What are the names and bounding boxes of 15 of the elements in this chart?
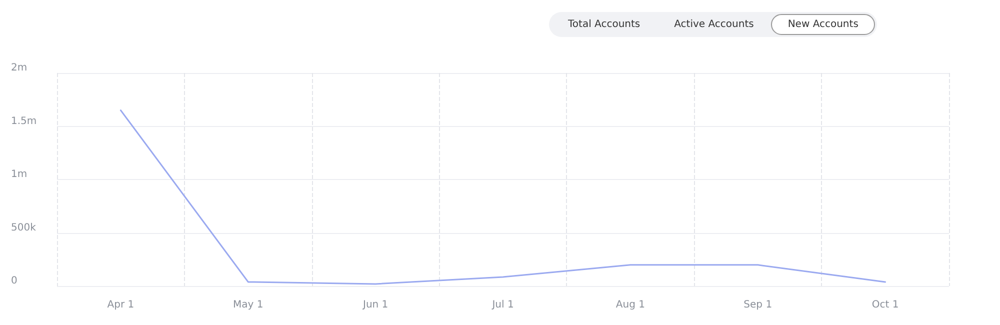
- text: Active Accounts: [673, 18, 755, 32]
- y-tick-label: 0: [11, 276, 18, 286]
- x-tick-label: Jun 1: [362, 300, 388, 310]
- x-tick-label: Sep 1: [744, 300, 772, 310]
- x-tick-label: Oct 1: [872, 300, 899, 310]
- text: New Accounts: [770, 14, 876, 35]
- y-tick-label: 500k: [11, 222, 36, 234]
- y-tick-label: 1m: [11, 169, 28, 180]
- x-tick-label: Jul 1: [491, 300, 514, 310]
- x-tick-label: May 1: [233, 300, 264, 310]
- x-tick-label: Aug 1: [616, 300, 645, 310]
- y-tick-label: 1.5m: [11, 116, 37, 127]
- x-tick-label: Apr 1: [107, 300, 134, 310]
- y-tick-label: 2m: [11, 62, 28, 74]
- text: Total Accounts: [567, 18, 642, 32]
